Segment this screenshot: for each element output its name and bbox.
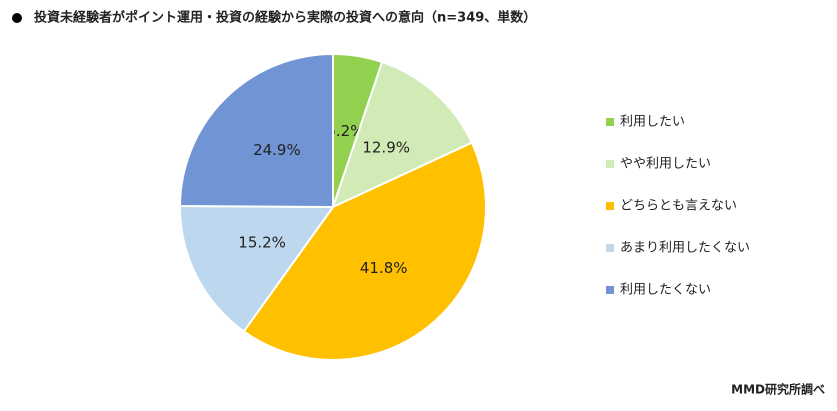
legend-swatch bbox=[606, 160, 614, 168]
legend-label: 利用したくない bbox=[620, 283, 711, 298]
data-label: 41.8% bbox=[360, 259, 408, 277]
legend-swatch bbox=[606, 286, 614, 294]
chart-title: 投資未経験者がポイント運用・投資の経験から実際の投資への意向（n=349、単数） bbox=[34, 10, 536, 26]
pie-slice bbox=[242, 141, 487, 361]
data-label: 24.9% bbox=[253, 141, 301, 159]
legend-label: あまり利用したくない bbox=[620, 241, 750, 256]
legend-label: 利用したい bbox=[620, 115, 685, 130]
legend-swatch bbox=[606, 118, 614, 126]
pie-slice bbox=[331, 60, 474, 209]
legend-swatch bbox=[606, 202, 614, 210]
pie-slice bbox=[178, 52, 334, 209]
data-label: 5.2% bbox=[326, 122, 364, 140]
legend-label: どちらとも言えない bbox=[620, 199, 737, 214]
legend-swatch bbox=[606, 244, 614, 252]
source-note: MMD研究所調べ bbox=[731, 382, 825, 397]
title-bullet bbox=[12, 13, 22, 23]
legend-label: やや利用したい bbox=[620, 157, 711, 172]
data-label: 12.9% bbox=[362, 138, 410, 156]
pie-slice bbox=[179, 205, 335, 333]
data-label: 15.2% bbox=[238, 234, 286, 252]
